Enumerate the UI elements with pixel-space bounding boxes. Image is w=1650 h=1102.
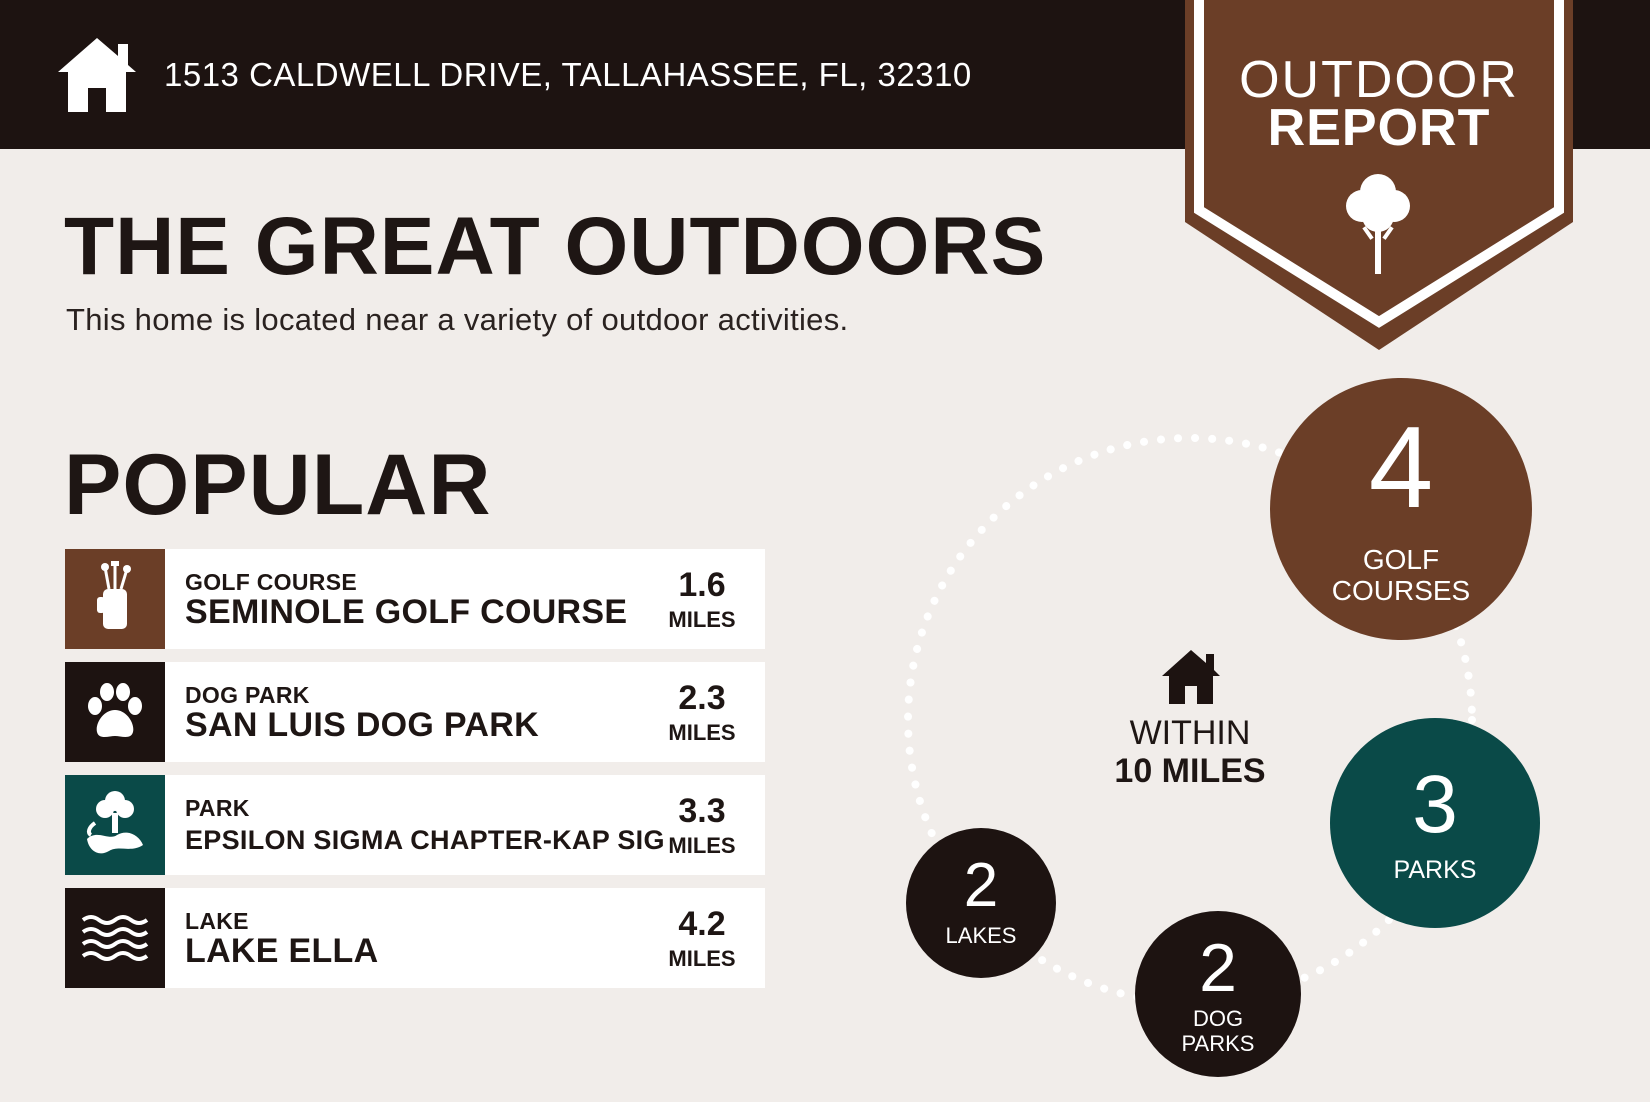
dog-parks-count-bubble: 2 DOG PARKS: [1135, 911, 1301, 1077]
badge-title-line2: REPORT: [1267, 99, 1491, 157]
item-category: GOLF COURSE: [185, 569, 357, 595]
item-distance: 4.2: [678, 905, 726, 943]
item-name: SEMINOLE GOLF COURSE: [185, 593, 628, 631]
item-category: DOG PARK: [185, 682, 310, 708]
lakes-count: 2: [963, 851, 999, 920]
golf-courses-label: GOLF COURSES: [1270, 544, 1532, 607]
item-distance: 2.3: [678, 679, 726, 717]
page-title: THE GREAT OUTDOORS: [64, 201, 1047, 292]
list-item: PARK EPSILON SIGMA CHAPTER-KAP SIG 3.3 M…: [65, 775, 765, 875]
within-radius: 10 MILES: [1114, 752, 1266, 790]
page-subtitle: This home is located near a variety of o…: [66, 302, 849, 337]
item-name: EPSILON SIGMA CHAPTER-KAP SIG: [185, 825, 665, 855]
item-unit: MILES: [668, 607, 736, 632]
parks-count: 3: [1412, 759, 1458, 850]
golf-courses-count: 4: [1368, 402, 1434, 532]
dog-parks-label: DOG PARKS: [1135, 1006, 1301, 1056]
golf-bag-icon: [97, 561, 131, 629]
list-item: LAKE LAKE ELLA 4.2 MILES: [65, 888, 765, 988]
list-item: GOLF COURSE SEMINOLE GOLF COURSE 1.6 MIL…: [65, 549, 765, 649]
property-address: 1513 CALDWELL DRIVE, TALLAHASSEE, FL, 32…: [164, 56, 972, 93]
home-icon: [1162, 650, 1220, 704]
home-icon: [58, 38, 136, 112]
park-tile: [65, 775, 165, 875]
waves-icon: [81, 915, 149, 961]
park-icon: [86, 791, 143, 854]
lakes-label: LAKES: [945, 923, 1017, 948]
item-unit: MILES: [668, 946, 736, 971]
list-item: DOG PARK SAN LUIS DOG PARK 2.3 MILES: [65, 662, 765, 762]
lakes-count-bubble: 2 LAKES: [906, 828, 1056, 978]
item-category: PARK: [185, 795, 250, 821]
dog-parks-count: 2: [1199, 930, 1237, 1006]
item-distance: 1.6: [678, 566, 726, 604]
popular-list: GOLF COURSE SEMINOLE GOLF COURSE 1.6 MIL…: [65, 549, 765, 1001]
parks-label: PARKS: [1393, 856, 1477, 884]
badge-title-line1: OUTDOOR: [1239, 51, 1519, 109]
item-unit: MILES: [668, 833, 736, 858]
item-distance: 3.3: [678, 792, 726, 830]
within-label: WITHIN: [1129, 714, 1251, 752]
parks-count-bubble: 3 PARKS: [1330, 718, 1540, 928]
golf-courses-count-bubble: 4 GOLF COURSES: [1270, 378, 1532, 640]
tree-icon: [1346, 174, 1410, 274]
golf-courses-label-line2: COURSES: [1331, 575, 1471, 607]
dog-park-tile: [65, 662, 165, 762]
dog-parks-label-line2: PARKS: [1181, 1030, 1255, 1056]
paw-icon: [88, 683, 142, 737]
dog-parks-label-line1: DOG: [1192, 1006, 1244, 1031]
item-category: LAKE: [185, 908, 249, 934]
item-unit: MILES: [668, 720, 736, 745]
golf-courses-label-line1: GOLF: [1362, 544, 1440, 575]
popular-heading: POPULAR: [64, 437, 492, 533]
item-name: SAN LUIS DOG PARK: [185, 706, 539, 744]
golf-tile: [65, 549, 165, 649]
item-name: LAKE ELLA: [185, 932, 379, 970]
lake-tile: [65, 888, 165, 988]
